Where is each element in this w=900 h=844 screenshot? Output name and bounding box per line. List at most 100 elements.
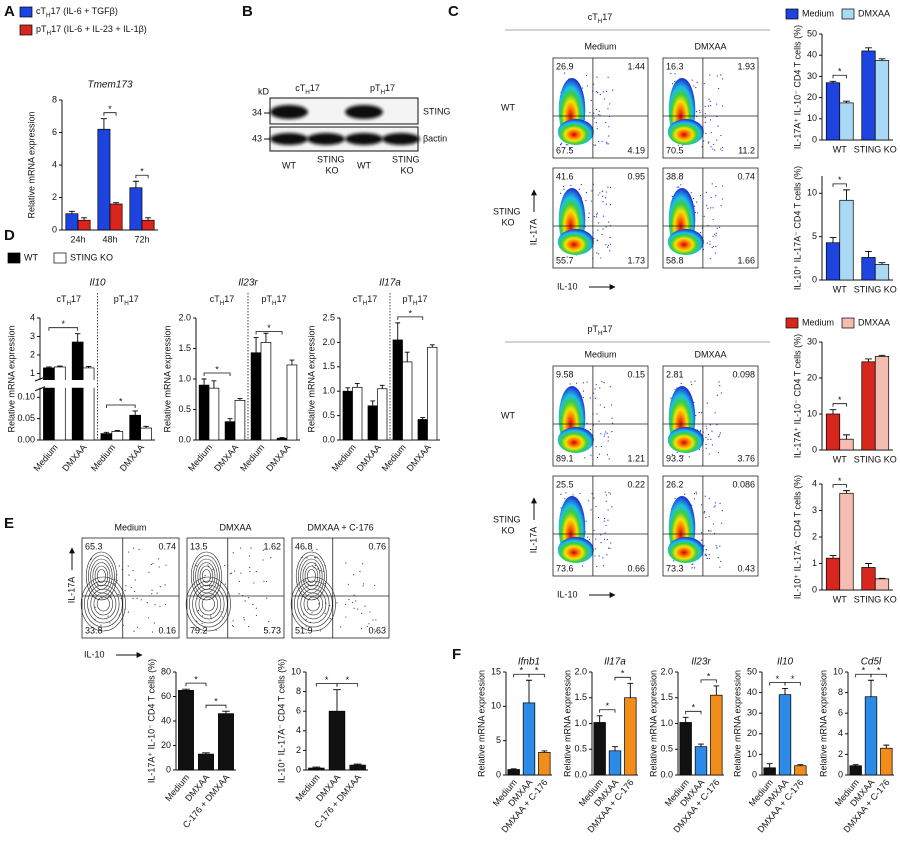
y-tick-label: 6 (52, 127, 57, 137)
group-label: pTH17 (114, 294, 139, 307)
event-dot (360, 627, 363, 630)
quadrant-value: 2.81 (666, 369, 684, 379)
bar (234, 400, 246, 441)
event-dot (596, 214, 598, 216)
event-dot (720, 148, 722, 150)
event-dot (562, 185, 565, 188)
event-dot (688, 456, 690, 458)
blot-band (382, 133, 420, 145)
event-dot (602, 91, 604, 93)
error-bar (843, 189, 850, 201)
event-dot (715, 235, 717, 237)
quadrant-value: 4.19 (627, 145, 645, 155)
quadrant-value: 46.8 (295, 541, 313, 551)
quadrant-value: 65.3 (85, 541, 103, 551)
x-tick-label: 24h (70, 234, 85, 244)
y-tick-label: 0 (838, 769, 843, 779)
event-dot (597, 229, 599, 231)
bar (342, 390, 353, 441)
column-header: Medium (584, 41, 616, 51)
error-bar (182, 688, 190, 691)
quadrant-value: 9.58 (556, 369, 574, 379)
bar (763, 767, 776, 776)
error-bar (526, 679, 532, 703)
quadrant-value: 93.3 (666, 453, 684, 463)
event-dot (357, 608, 359, 610)
error-bar (782, 688, 788, 695)
error-bar (878, 354, 886, 357)
event-dot (595, 122, 597, 124)
event-dot (212, 569, 214, 571)
event-dot (674, 497, 676, 500)
event-dot (150, 563, 153, 566)
y-tick-label: 0.0 (660, 769, 673, 779)
event-dot (113, 583, 116, 585)
event-dot (118, 565, 121, 567)
event-dot (597, 253, 600, 255)
bar (129, 187, 143, 231)
significance-label: * (838, 67, 842, 77)
y-tick-label: 1.0 (574, 718, 587, 728)
break-mark (34, 386, 46, 392)
column-header: DMXAA (219, 522, 251, 532)
significance-bracket (135, 174, 149, 179)
y-tick-label: 1.0 (322, 386, 335, 396)
event-dot (691, 563, 693, 565)
event-dot (709, 74, 711, 76)
event-dot (270, 556, 272, 559)
event-dot (353, 607, 355, 609)
blot-group: cTH17 (295, 83, 320, 96)
event-dot (366, 625, 368, 628)
x-tick-label: Medium (330, 442, 358, 473)
y-tick-label: 0 (166, 764, 171, 774)
legend-label: Medium (802, 8, 834, 18)
event-dot (603, 406, 605, 408)
event-dot (599, 93, 601, 96)
event-dot (692, 563, 694, 565)
bar (825, 82, 841, 141)
contour (193, 555, 220, 597)
event-dot (151, 631, 154, 633)
event-dot (714, 252, 716, 254)
bar (593, 722, 606, 776)
significance-label: * (215, 364, 219, 374)
event-dot (611, 430, 613, 433)
group-label: pTH17 (261, 294, 286, 307)
event-dot (606, 432, 608, 434)
bar (538, 751, 551, 776)
event-dot (362, 583, 365, 585)
density-blob (557, 119, 594, 145)
event-dot (589, 397, 591, 399)
event-dot (146, 602, 148, 604)
event-dot (127, 551, 130, 553)
event-dot (221, 616, 223, 618)
event-dot (705, 549, 707, 551)
event-dot (132, 570, 134, 572)
legend-swatch (785, 317, 799, 329)
event-dot (705, 553, 707, 555)
bar (82, 367, 95, 441)
significance-bracket (397, 316, 424, 320)
axis-label: IL-10 (84, 649, 105, 659)
event-dot (164, 584, 166, 586)
y-tick-label: 10 (747, 749, 757, 759)
event-dot (255, 614, 258, 616)
event-dot (712, 148, 714, 150)
significance-label: * (62, 319, 66, 329)
bar (624, 697, 637, 776)
event-dot (710, 438, 712, 440)
significance-label: * (119, 396, 123, 406)
significance-label: * (520, 666, 524, 676)
axis-label: IL-17A (528, 527, 538, 554)
event-dot (705, 425, 707, 427)
group-label: cTH17 (210, 294, 235, 307)
bar (880, 747, 893, 776)
event-dot (720, 205, 722, 207)
error-bar (263, 332, 269, 343)
bar (427, 346, 438, 441)
event-dot (580, 184, 582, 186)
event-dot (348, 598, 350, 601)
event-dot (704, 105, 706, 108)
event-dot (586, 381, 588, 383)
